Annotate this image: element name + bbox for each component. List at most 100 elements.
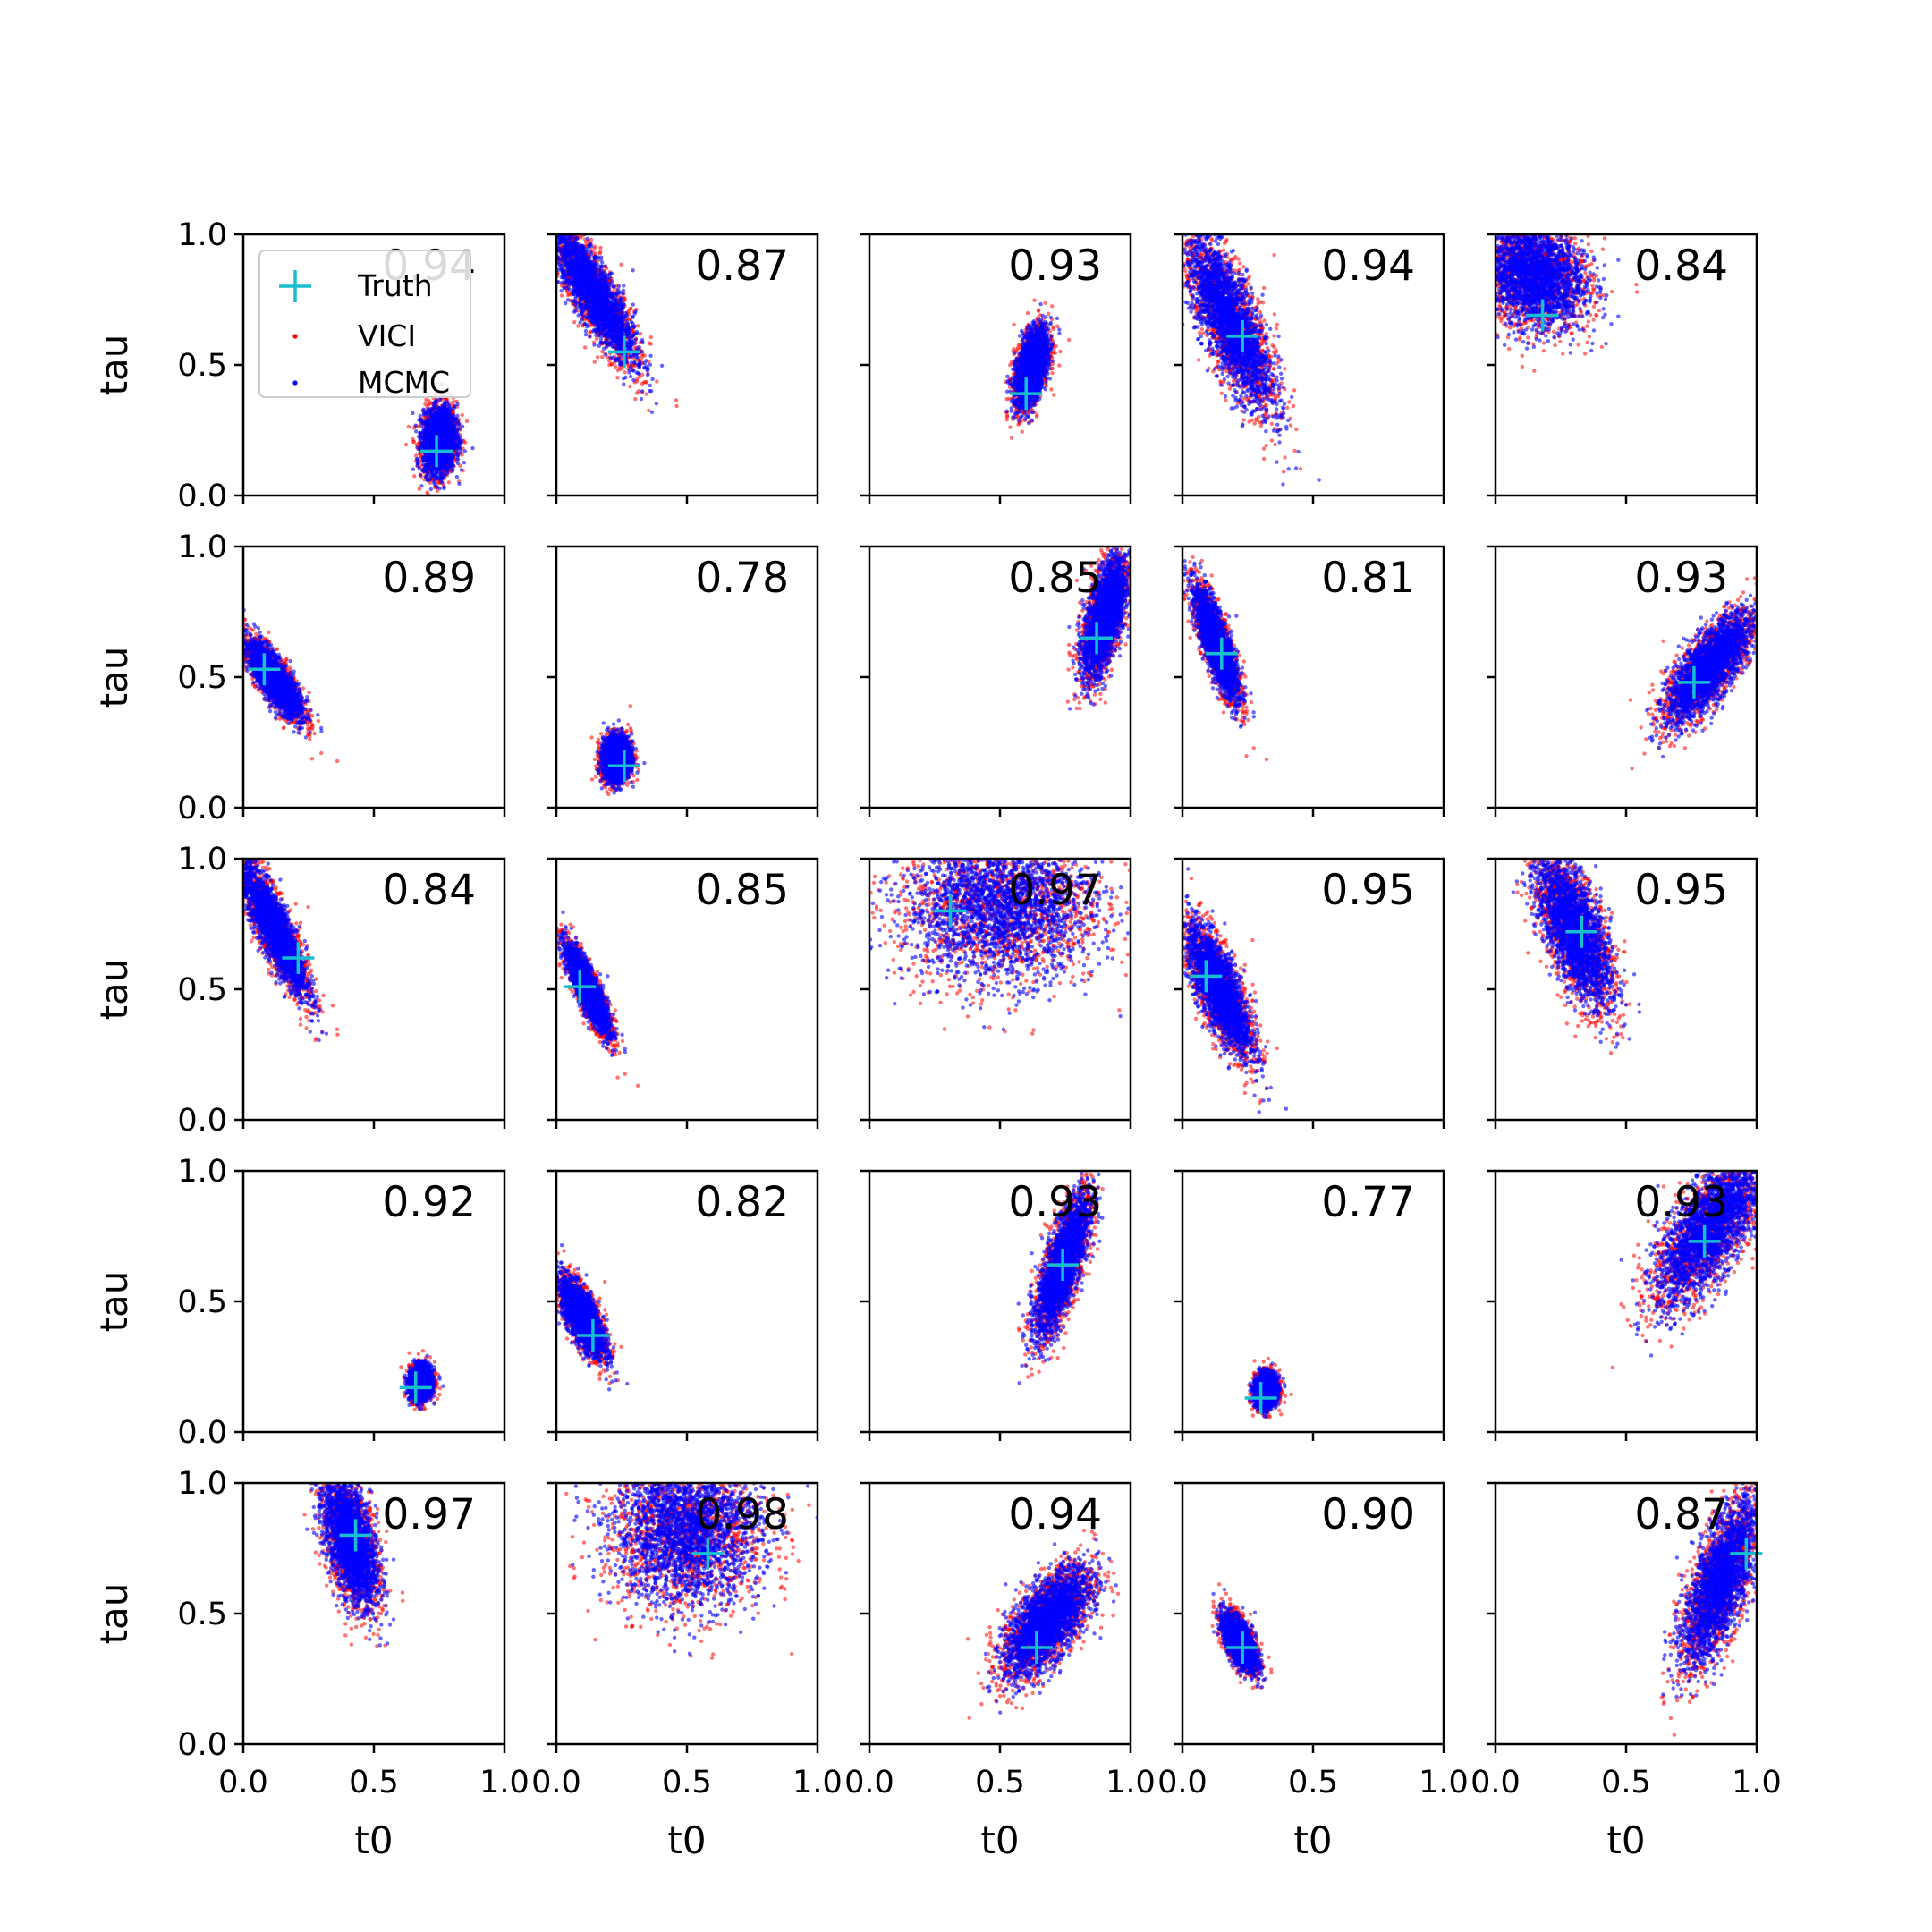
mcmc-point [451,468,454,471]
mcmc-point [436,477,439,480]
mcmc-point [427,474,430,478]
subplot-grid: 0.00.51.0tau0.940.870.930.940.840.00.51.… [92,217,1782,1862]
mcmc-point [428,461,432,464]
vici-point [645,380,648,384]
mcmc-point [418,414,421,418]
mcmc-point [421,436,425,439]
vici-point [589,238,593,242]
mcmc-point [411,411,414,415]
mcmc-point [456,445,460,449]
mcmc-point [441,427,445,430]
mcmc-point [426,478,429,481]
mcmc-point [425,457,428,461]
mcmc-point [444,462,447,466]
vici-point [461,413,464,417]
mcmc-point [425,419,428,422]
mcmc-point [411,468,415,471]
mcmc-point [437,431,441,435]
vici-point [560,293,564,297]
vici-point [593,360,597,364]
mcmc-point [442,476,445,479]
mcmc-point [448,434,452,437]
vici-point [609,362,613,366]
mcmc-point [421,459,425,462]
mcmc-point [419,473,422,477]
vici-point [598,246,602,250]
vici-point [596,355,599,359]
mcmc-point [446,454,450,458]
vici-point [576,324,580,327]
mcmc-point [420,420,424,424]
mcmc-point [424,411,428,415]
vici-point [566,293,570,297]
mcmc-point [432,479,436,483]
vici-point [407,425,411,428]
mcmc-point [429,421,433,425]
mcmc-point [440,480,444,484]
vici-point [674,404,678,408]
vici-point [674,398,678,402]
vici-point [583,345,587,349]
mcmc-point [430,469,434,472]
vici-point [412,474,416,478]
mcmc-point [449,407,453,411]
vici-point [593,244,597,248]
mcmc-point [446,427,450,430]
mcmc-point [457,438,461,442]
vici-point [600,355,604,359]
mcmc-point [456,462,460,465]
mcmc-point [455,453,459,457]
mcmc-point [419,440,423,444]
vici-point [598,251,602,255]
mcmc-point [421,408,425,411]
mcmc-point [453,406,456,410]
mcmc-point [446,419,450,422]
mcmc-point [430,474,434,478]
vici-point [452,400,455,403]
mcmc-point [422,427,426,430]
mcmc-point [434,483,437,487]
mcmc-point [414,429,418,433]
mcmc-point [455,475,459,479]
y-tick-label: 0.0 [177,479,227,514]
mcmc-point [460,468,463,471]
mcmc-point [415,445,419,449]
mcmc-point [462,461,466,464]
mcmc-point [442,436,445,440]
mcmc-point [430,433,434,436]
y-tick-label: 1.0 [177,217,227,253]
vici-point [465,419,469,423]
vici-point [629,307,632,310]
mcmc-point [445,445,449,449]
mcmc-point [433,411,436,415]
mcmc-point [433,426,436,429]
mcmc-point [451,454,454,458]
vici-point [463,441,467,445]
mcmc-point [451,416,454,419]
mcmc-point [442,407,445,411]
vici-point [649,335,653,339]
scatter-area [555,233,679,414]
mcmc-point [453,435,457,438]
vici-point [633,397,637,401]
mcmc-point [463,449,467,453]
vici-point [623,297,627,301]
vici-point [623,370,627,374]
y-axis-label: tau [92,335,136,396]
vici-point [418,487,421,491]
mcmc-point [455,402,459,406]
y-tick-label: 0.5 [177,348,227,384]
mcmc-point [442,487,445,490]
mcmc-point [423,463,427,467]
mcmc-point [429,487,433,491]
mcmc-point [413,424,417,428]
vici-point [655,379,658,383]
vici-point [645,392,648,395]
mcmc-point [437,406,441,410]
mcmc-point [419,484,423,487]
vici-point [404,443,408,446]
mcmc-point [416,462,419,465]
mcmc-point [446,440,450,444]
vici-point [614,365,617,369]
